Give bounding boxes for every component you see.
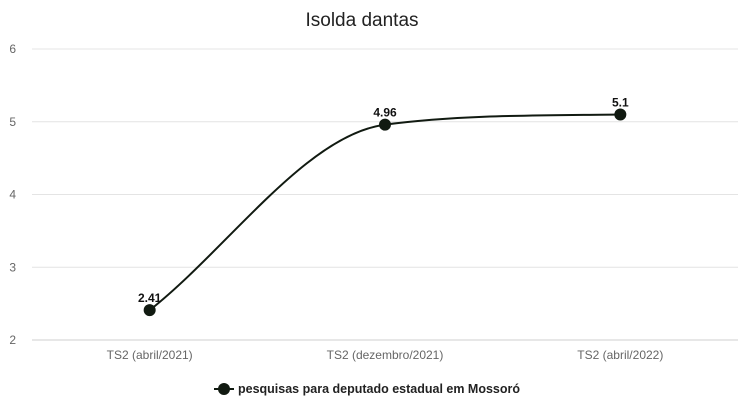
data-point[interactable] <box>379 118 391 131</box>
x-tick-label: TS2 (abril/2022) <box>577 348 663 362</box>
x-tick-label: TS2 (abril/2021) <box>107 348 193 362</box>
data-point[interactable] <box>143 304 156 317</box>
series-line <box>149 113 621 311</box>
data-point[interactable] <box>614 108 627 121</box>
data-label: 4.96 <box>373 106 397 120</box>
y-tick-label: 3 <box>9 260 16 274</box>
y-tick-label: 2 <box>9 333 16 347</box>
legend-label: pesquisas para deputado estadual em Moss… <box>238 382 520 396</box>
chart-title: Isolda dantas <box>305 10 418 31</box>
y-tick-label: 6 <box>9 42 16 56</box>
y-tick-label: 5 <box>9 115 16 129</box>
gridlines <box>32 48 738 341</box>
series-layer: 2.41 4.96 5.1 <box>138 95 629 317</box>
y-axis-ticks: 2 3 4 5 6 <box>9 42 16 347</box>
legend-dot-marker <box>218 383 230 395</box>
data-label: 2.41 <box>138 291 162 305</box>
x-axis-ticks: TS2 (abril/2021) TS2 (dezembro/2021) TS2 (… <box>107 348 664 362</box>
legend[interactable]: pesquisas para deputado estadual em Moss… <box>214 382 520 396</box>
data-label: 5.1 <box>612 95 629 109</box>
x-tick-label: TS2 (dezembro/2021) <box>327 348 444 362</box>
y-tick-label: 4 <box>9 188 16 202</box>
